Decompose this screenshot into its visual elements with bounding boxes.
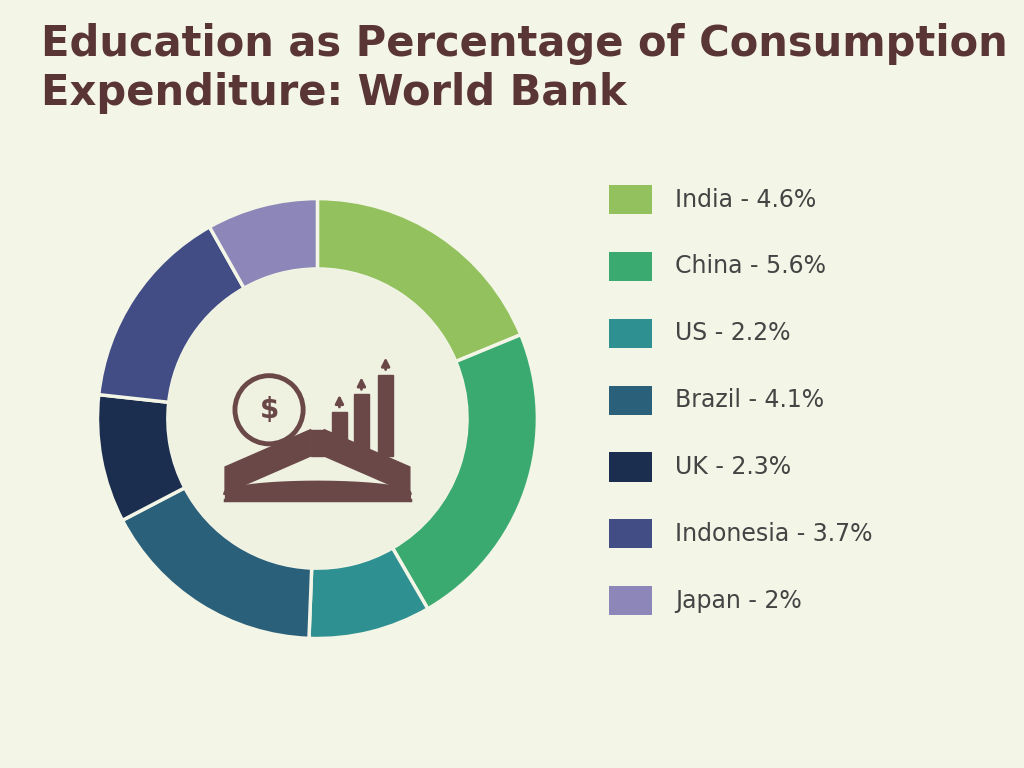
Text: China - 5.6%: China - 5.6% — [675, 254, 825, 279]
Polygon shape — [324, 429, 410, 493]
Text: Japan - 2%: Japan - 2% — [675, 588, 802, 613]
Circle shape — [168, 269, 467, 568]
Text: $: $ — [259, 396, 279, 424]
Wedge shape — [123, 488, 311, 638]
Wedge shape — [392, 335, 538, 609]
Bar — [353, 394, 369, 456]
Polygon shape — [225, 429, 311, 493]
Text: Brazil - 4.1%: Brazil - 4.1% — [675, 388, 824, 412]
Wedge shape — [210, 199, 317, 288]
Text: US - 2.2%: US - 2.2% — [675, 321, 791, 346]
Wedge shape — [309, 548, 428, 638]
Wedge shape — [98, 227, 244, 402]
Text: UK - 2.3%: UK - 2.3% — [675, 455, 791, 479]
Text: Indonesia - 3.7%: Indonesia - 3.7% — [675, 521, 872, 546]
Wedge shape — [317, 199, 521, 362]
Wedge shape — [97, 395, 184, 520]
Text: India - 4.6%: India - 4.6% — [675, 187, 816, 212]
Bar — [332, 412, 347, 456]
Text: Education as Percentage of Consumption
Expenditure: World Bank: Education as Percentage of Consumption E… — [41, 23, 1008, 114]
Polygon shape — [311, 429, 324, 456]
Bar — [378, 375, 393, 456]
